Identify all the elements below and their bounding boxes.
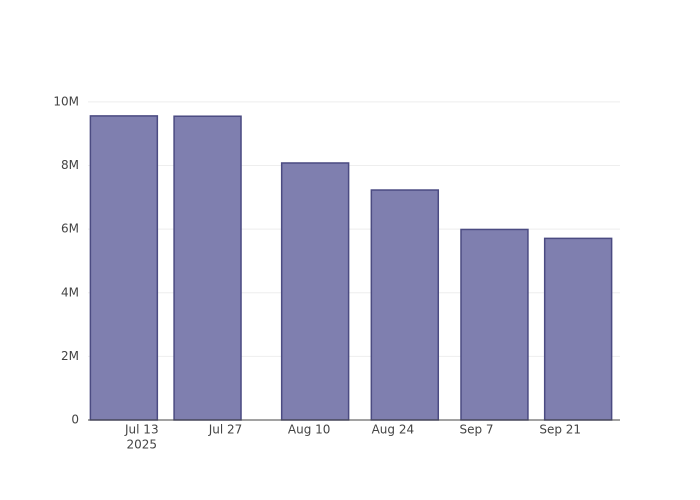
- x-tick-label: Jul 27: [208, 423, 243, 437]
- x-tick-label: Jul 13: [124, 423, 159, 437]
- bar: [543, 237, 613, 421]
- x-tick-label: Sep 7: [460, 423, 494, 437]
- x-tick-label: Sep 21: [539, 423, 581, 437]
- bar: [89, 115, 159, 421]
- y-tick-label: 0: [71, 413, 79, 427]
- x-tick-year: 2025: [127, 438, 158, 452]
- x-tick-label: Aug 24: [372, 423, 415, 437]
- y-tick-label: 10M: [53, 94, 79, 108]
- y-tick-label: 2M: [61, 349, 79, 363]
- bar: [280, 162, 350, 421]
- y-tick-label: 4M: [61, 285, 79, 299]
- x-tick-label: Aug 10: [288, 423, 331, 437]
- y-tick-label: 8M: [61, 158, 79, 172]
- bar: [460, 228, 529, 421]
- y-tick-label: 6M: [61, 222, 79, 236]
- bar: [173, 115, 242, 421]
- bar: [370, 189, 440, 421]
